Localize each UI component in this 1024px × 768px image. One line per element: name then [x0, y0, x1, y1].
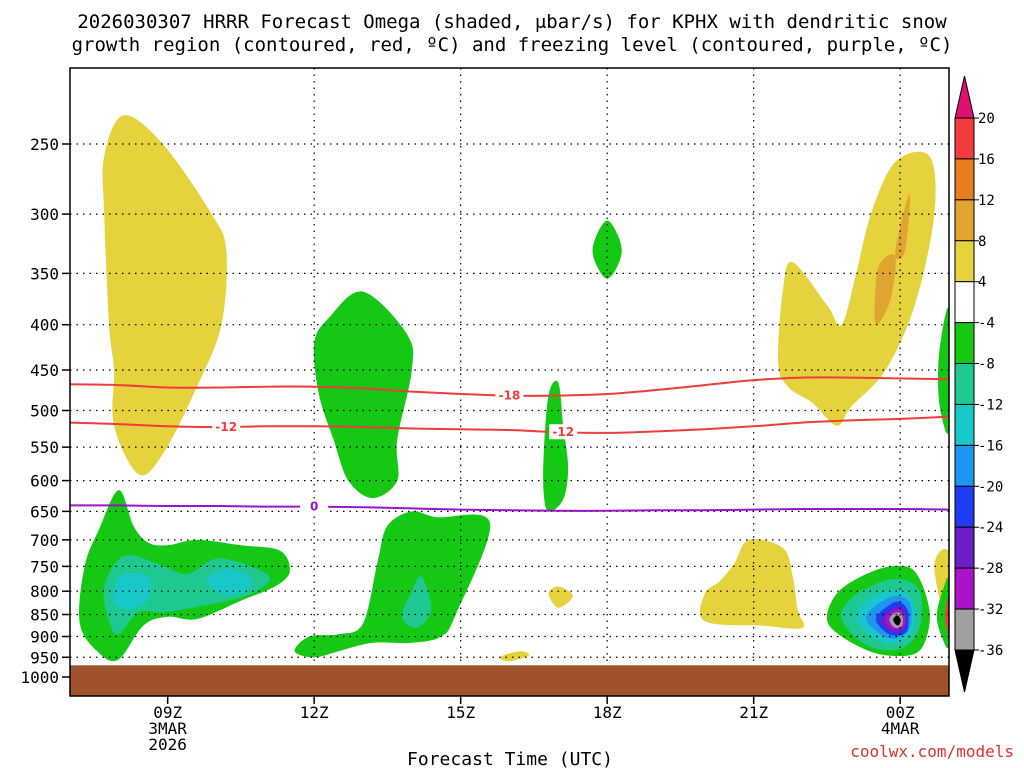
omega-region-yellow-1700-low [548, 586, 573, 608]
colorbar-segment [954, 526, 975, 569]
colorbar-segment [954, 199, 975, 242]
y-tick-label-500: 500 [30, 402, 59, 421]
colorbar-label-4: 4 [978, 275, 986, 291]
x-tick-label-3MAR: 3MAR [148, 719, 187, 738]
omega-region-orange-2330-lower [874, 254, 896, 325]
colorbar-label-20: 20 [978, 111, 995, 127]
plot-frame [69, 67, 950, 697]
x-tick-label-21Z: 21Z [739, 703, 768, 722]
omega-region-omega-edge-2500-green [936, 577, 949, 649]
y-tick-label-250: 250 [30, 135, 59, 154]
colorbar-segment [954, 363, 975, 405]
y-tick-label-400: 400 [30, 316, 59, 335]
y-tick-label-350: 350 [30, 264, 59, 283]
y-tick-label-850: 850 [30, 606, 59, 625]
contour-label-bg [300, 498, 329, 514]
contour-label-freezing-level: 0 [310, 500, 318, 514]
omega-region-omega-edge-2500-red [945, 595, 949, 635]
omega-region-cyan-low-1000 [206, 568, 252, 595]
contour-label-bg [549, 424, 578, 440]
colorbar-label-8: 8 [978, 234, 986, 250]
colorbar-label--36: -36 [978, 643, 1003, 659]
y-tick-label-1000: 1000 [20, 668, 59, 687]
y-tick-label-700: 700 [30, 531, 59, 550]
colorbar-segment [954, 403, 975, 446]
contour-label-dgz-minus18: -18 [499, 389, 521, 403]
colorbar-segment [954, 608, 975, 651]
omega-region-green-strip-1700 [543, 380, 569, 512]
contour-label-dgz-minus12-b: -12 [552, 425, 574, 439]
colorbar-label--16: -16 [978, 438, 1003, 454]
x-axis-label: Forecast Time (UTC) [407, 749, 613, 768]
y-tick-label-550: 550 [30, 438, 59, 457]
contour-label-bg [212, 418, 241, 434]
omega-region-omega-core-2400-black [893, 615, 901, 626]
colorbar-segment [954, 117, 975, 160]
y-axis-pressure: 250 300 350 400 450 500 550 600 650 700 750 800 850 9… [20, 135, 70, 687]
y-tick-label-650: 650 [30, 502, 59, 521]
chart-title-line2: growth region (contoured, red, ºC) and f… [72, 34, 953, 56]
y-tick-label-950: 950 [30, 648, 59, 667]
colorbar-label--12: -12 [978, 397, 1003, 413]
credit-text: coolwx.com/models [850, 742, 1014, 761]
ground-fill [70, 665, 949, 696]
omega-region-orange-2400-upper [895, 193, 911, 260]
colorbar-label-12: 12 [978, 193, 995, 209]
x-tick-label-4MAR: 4MAR [881, 719, 920, 738]
colorbar-top-arrow [954, 75, 975, 119]
y-tick-label-800: 800 [30, 582, 59, 601]
omega-region-green-low-1330 [294, 511, 491, 658]
colorbar-segment [954, 485, 975, 528]
colorbar-segment [954, 567, 975, 610]
x-tick-label-09Z: 09Z [153, 703, 182, 722]
colorbar-label--4: -4 [978, 316, 995, 332]
contour-label-bg [495, 387, 524, 403]
x-tick-label-00Z: 00Z [886, 703, 915, 722]
y-tick-label-600: 600 [30, 472, 59, 491]
colorbar-segment [954, 444, 975, 487]
pressure-gridlines [70, 68, 949, 662]
colorbar-segment [954, 240, 975, 283]
colorbar-label--28: -28 [978, 561, 1003, 577]
x-tick-label-2026: 2026 [148, 735, 187, 754]
contour-dgz-minus12 [70, 415, 949, 434]
x-tick-label-12Z: 12Z [300, 703, 329, 722]
x-tick-label-18Z: 18Z [593, 703, 622, 722]
colorbar-segment [954, 281, 975, 324]
ground-surface [70, 665, 949, 696]
omega-region-green-edge-2500 [938, 307, 949, 434]
colorbar-label-16: 16 [978, 152, 995, 168]
y-tick-label-450: 450 [30, 361, 59, 380]
omega-region-rising-green-1300 [313, 291, 414, 499]
colorbar-label--8: -8 [978, 357, 995, 373]
y-tick-label-900: 900 [30, 627, 59, 646]
contour-freezing-level [70, 504, 949, 512]
y-tick-label-300: 300 [30, 205, 59, 224]
contour-lines: -18 -12 -12 0 [70, 376, 949, 514]
y-tick-label-750: 750 [30, 557, 59, 576]
colorbar-segment [954, 322, 975, 365]
colorbar-label--32: -32 [978, 602, 1003, 618]
omega-region-yellow-1600-low [499, 651, 530, 662]
omega-region-cyan-low-0815 [112, 572, 151, 611]
colorbar-segment [954, 158, 975, 201]
omega-colorbar: 20 16 12 8 4 -4 -8 -12 -16 -20 -24 -28 -32 -36 [954, 75, 1003, 693]
omega-region-yellow-2100-low [699, 539, 805, 629]
omega-region-yellow-2130-aloft [777, 151, 936, 426]
colorbar-label--20: -20 [978, 479, 1003, 495]
colorbar-bottom-arrow [954, 649, 975, 693]
omega-region-green-blob-1800 [592, 220, 622, 279]
chart-title-line1: 2026030307 HRRR Forecast Omega (shaded, … [77, 11, 947, 33]
omega-region-upward-yellow-0930 [102, 115, 227, 476]
contour-label-dgz-minus12: -12 [215, 420, 237, 434]
x-tick-label-15Z: 15Z [446, 703, 475, 722]
colorbar-label--24: -24 [978, 520, 1003, 536]
